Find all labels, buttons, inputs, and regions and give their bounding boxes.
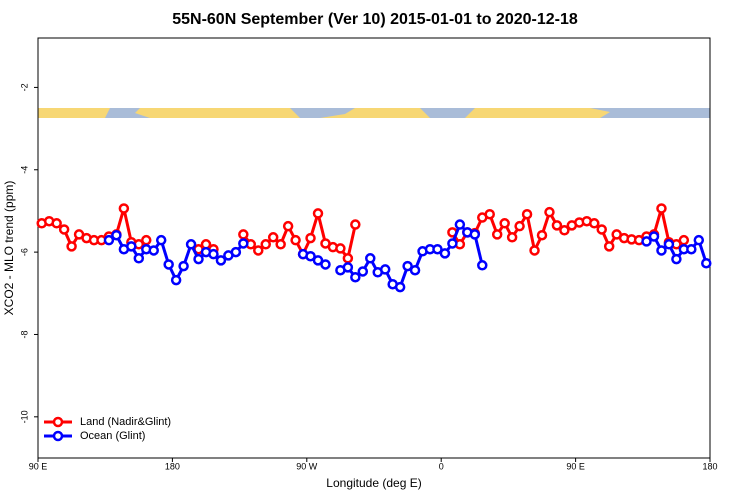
data-point bbox=[342, 262, 354, 273]
data-point bbox=[484, 208, 495, 220]
data-point bbox=[686, 243, 697, 255]
data-point bbox=[439, 248, 451, 259]
data-point bbox=[603, 241, 615, 252]
data-point bbox=[656, 203, 667, 214]
y-tick-label: -8 bbox=[19, 330, 29, 338]
y-tick-label: -4 bbox=[19, 166, 29, 174]
ocean-strip bbox=[105, 108, 710, 118]
data-point bbox=[103, 234, 115, 246]
data-point bbox=[335, 243, 346, 254]
data-point bbox=[155, 234, 167, 246]
data-point bbox=[656, 245, 667, 256]
data-point bbox=[551, 220, 563, 231]
data-point bbox=[596, 224, 607, 235]
data-point bbox=[491, 229, 503, 240]
data-point bbox=[253, 245, 264, 256]
data-point bbox=[312, 255, 324, 266]
data-point bbox=[305, 250, 316, 262]
data-point bbox=[238, 238, 249, 249]
data-point bbox=[693, 234, 705, 246]
data-point bbox=[350, 271, 361, 283]
data-point bbox=[66, 241, 77, 252]
data-point bbox=[394, 281, 406, 293]
data-point bbox=[133, 253, 145, 264]
x-tick-label: 90 W bbox=[296, 461, 318, 471]
data-point bbox=[163, 259, 174, 270]
data-point bbox=[126, 241, 137, 252]
data-point bbox=[499, 218, 510, 229]
data-point bbox=[529, 245, 540, 256]
data-point bbox=[148, 245, 159, 256]
series bbox=[36, 203, 690, 264]
chart-title: 55N-60N September (Ver 10) 2015-01-01 to… bbox=[172, 11, 578, 28]
x-tick-label: 90 E bbox=[29, 461, 48, 471]
data-point bbox=[312, 208, 324, 219]
y-tick-label: -10 bbox=[19, 410, 29, 423]
x-tick-label: 90 E bbox=[566, 461, 585, 471]
data-point bbox=[267, 232, 279, 243]
data-point bbox=[521, 208, 533, 220]
legend-label: Ocean (Glint) bbox=[80, 430, 145, 442]
data-point bbox=[701, 257, 712, 269]
data-point bbox=[589, 218, 600, 229]
data-point bbox=[260, 239, 271, 250]
data-point bbox=[409, 264, 421, 276]
data-point bbox=[447, 238, 458, 249]
data-point bbox=[170, 274, 182, 286]
data-point bbox=[469, 229, 481, 240]
data-point bbox=[559, 225, 570, 236]
data-point bbox=[671, 253, 682, 265]
data-point bbox=[282, 220, 294, 232]
data-point bbox=[118, 203, 130, 214]
legend-marker bbox=[52, 416, 64, 428]
data-point bbox=[379, 264, 391, 275]
data-point bbox=[514, 220, 525, 232]
data-point bbox=[506, 232, 518, 243]
data-point bbox=[432, 243, 443, 255]
data-point bbox=[648, 231, 660, 242]
y-axis-label: XCO2 - MLO trend (ppm) bbox=[2, 181, 16, 316]
x-tick-label: 180 bbox=[702, 461, 717, 471]
data-point bbox=[193, 253, 204, 265]
land-strip bbox=[38, 108, 710, 118]
data-point bbox=[454, 219, 466, 230]
data-point bbox=[275, 239, 286, 250]
data-point bbox=[58, 224, 70, 235]
data-point bbox=[51, 218, 62, 229]
data-point bbox=[544, 206, 555, 218]
data-point bbox=[678, 234, 690, 246]
x-tick-label: 0 bbox=[439, 461, 444, 471]
data-point bbox=[477, 260, 488, 271]
legend: Land (Nadir&Glint) Ocean (Glint) bbox=[44, 416, 171, 442]
data-point bbox=[342, 253, 354, 264]
data-point bbox=[305, 232, 316, 244]
x-axis-label: Longitude (deg E) bbox=[326, 476, 421, 490]
y-tick-label: -2 bbox=[19, 83, 29, 91]
series bbox=[103, 219, 712, 293]
legend-label: Land (Nadir&Glint) bbox=[80, 416, 171, 428]
data-point bbox=[141, 234, 152, 246]
data-point bbox=[350, 219, 361, 230]
y-tick-label: -6 bbox=[19, 248, 29, 256]
data-point bbox=[215, 255, 227, 266]
x-tick-label: 180 bbox=[165, 461, 180, 471]
plot-frame bbox=[37, 37, 711, 459]
data-point bbox=[178, 260, 189, 272]
data-point bbox=[230, 246, 242, 258]
data-point bbox=[111, 229, 122, 241]
data-point bbox=[290, 234, 301, 246]
data-point bbox=[238, 229, 249, 240]
data-point bbox=[185, 239, 197, 250]
data-point bbox=[208, 248, 219, 260]
data-point bbox=[357, 266, 369, 277]
legend-marker bbox=[52, 430, 64, 442]
data-point bbox=[402, 260, 413, 272]
data-point bbox=[663, 239, 675, 250]
data-point bbox=[641, 236, 652, 247]
data-point bbox=[320, 259, 331, 270]
map-strip bbox=[38, 108, 710, 118]
data-point bbox=[536, 229, 548, 241]
data-point bbox=[365, 253, 376, 264]
